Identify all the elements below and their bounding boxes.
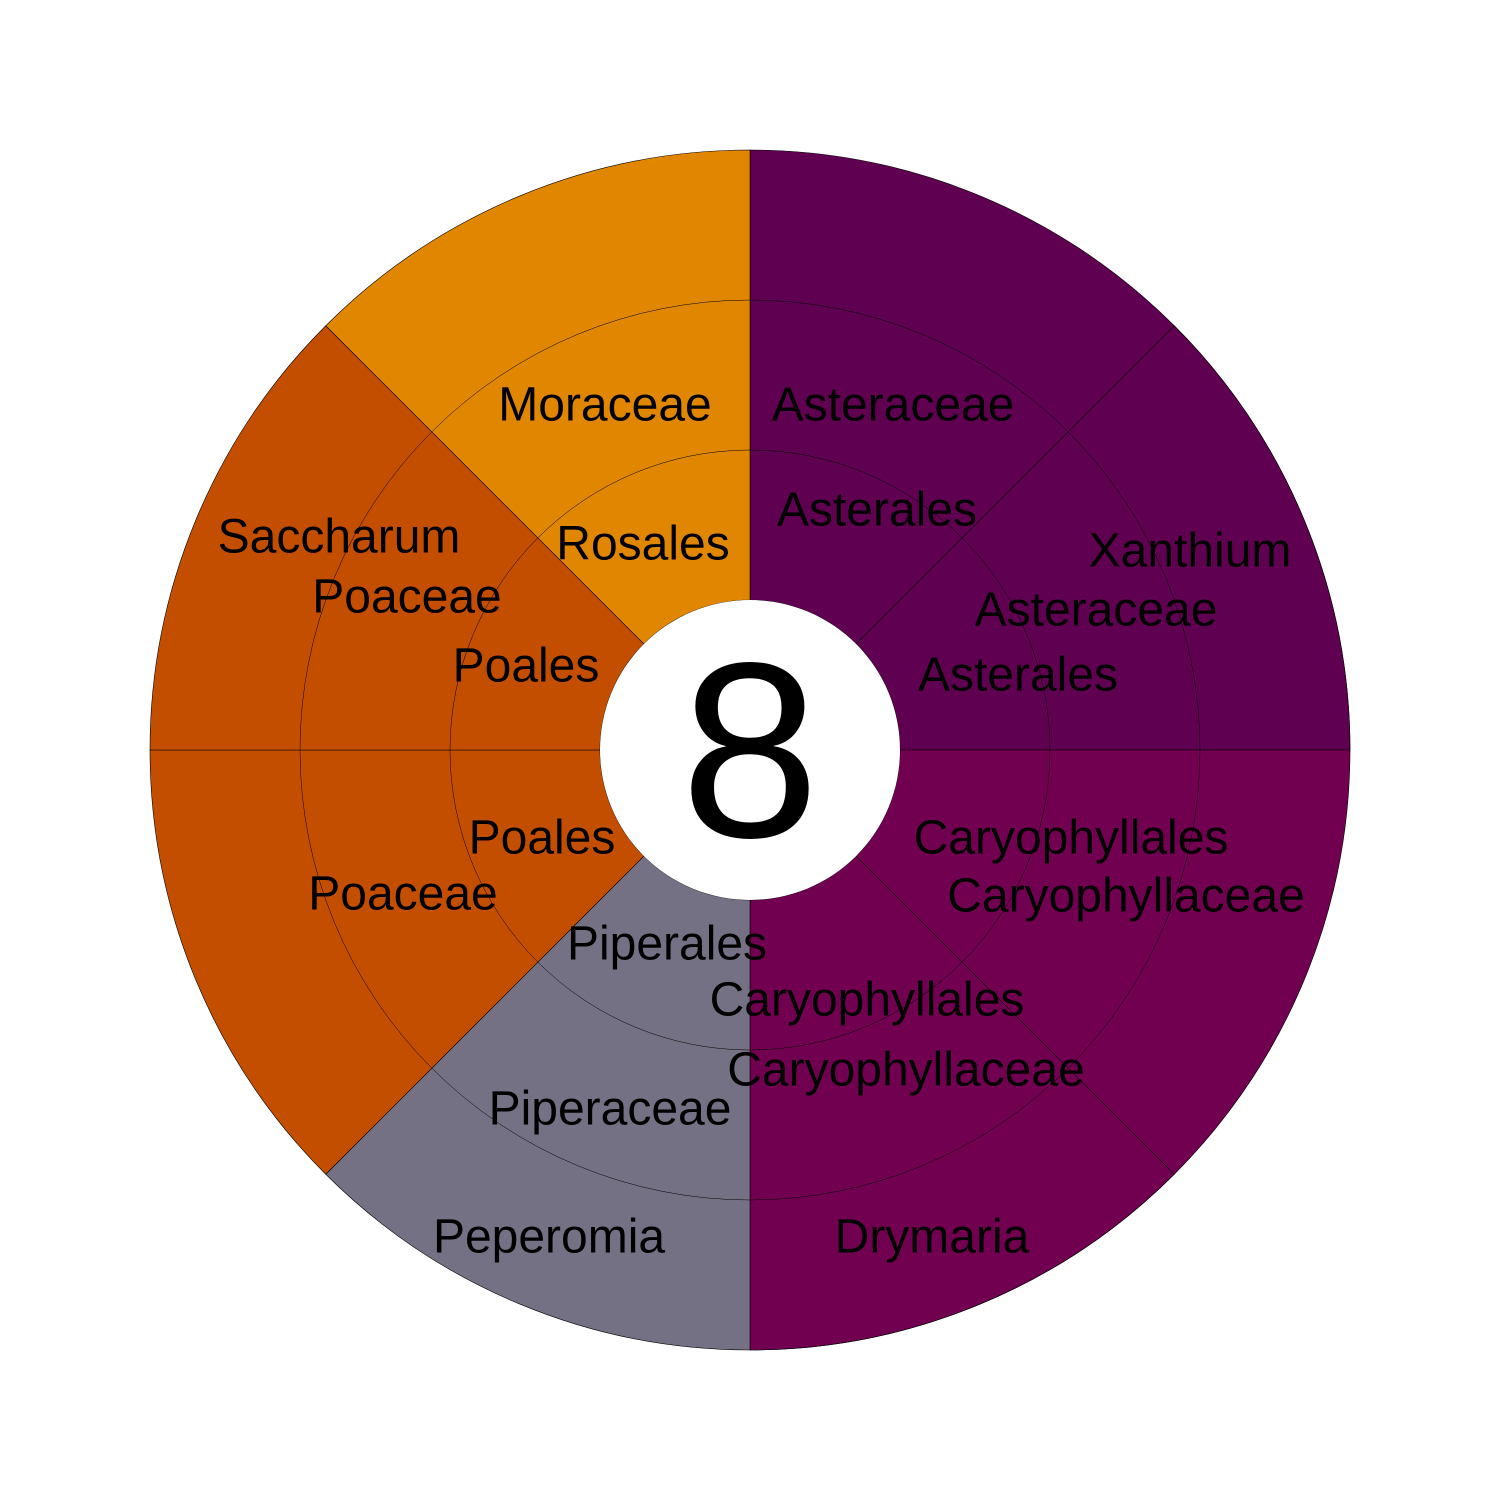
label-asteraceae-1: Asteraceae [772, 379, 1015, 432]
label-poaceae-1: Poaceae [312, 571, 502, 624]
label-peperomia: Peperomia [433, 1211, 665, 1264]
segments-layer [149, 149, 1351, 1351]
label-piperaceae: Piperaceae [489, 1083, 732, 1136]
label-asteraceae-2: Asteraceae [975, 584, 1218, 637]
label-poales-2: Poales [469, 812, 616, 865]
label-moraceae: Moraceae [498, 379, 711, 432]
labels-layer: Asterales Asteraceae Asterales Asteraceae Xa… [218, 379, 1305, 1264]
label-poales-1: Poales [453, 640, 600, 693]
label-saccharum: Saccharum [218, 511, 461, 564]
label-caryophyllales-2: Caryophyllales [710, 974, 1025, 1027]
center-count-label: 8 [680, 611, 819, 890]
label-caryophyllaceae-1: Caryophyllaceae [947, 870, 1305, 923]
label-drymaria: Drymaria [835, 1211, 1030, 1264]
center-hole [600, 600, 900, 900]
label-asterales-2: Asterales [918, 649, 1118, 702]
label-caryophyllaceae-2: Caryophyllaceae [727, 1044, 1085, 1097]
label-piperales: Piperales [567, 918, 767, 971]
label-xanthium: Xanthium [1089, 525, 1292, 578]
label-poaceae-2: Poaceae [308, 868, 498, 921]
ring-boundary-1 [299, 299, 1201, 1201]
ring-boundary-0 [449, 449, 1051, 1051]
ring-lines-layer [299, 299, 1201, 1201]
label-asterales-1: Asterales [777, 484, 977, 537]
label-rosales: Rosales [556, 518, 729, 571]
label-caryophyllales-1: Caryophyllales [914, 812, 1229, 865]
